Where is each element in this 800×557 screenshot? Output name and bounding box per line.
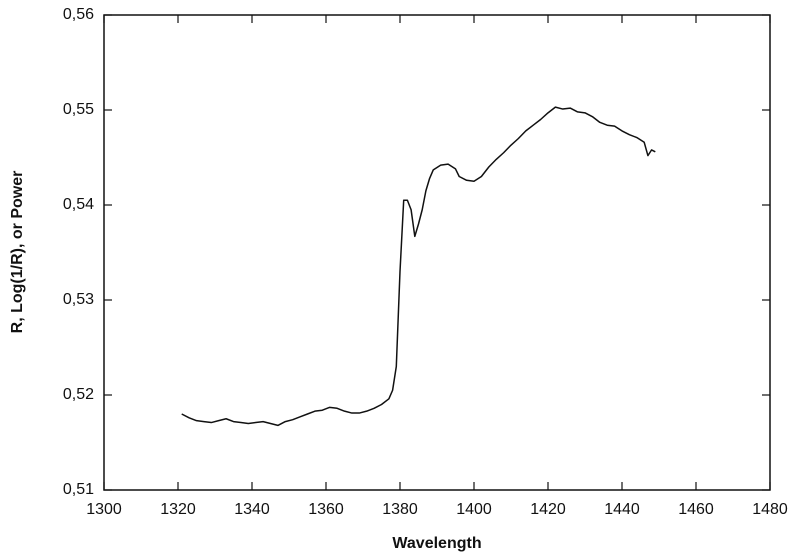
x-axis-title: Wavelength [392, 535, 481, 552]
x-tick-label: 1300 [86, 501, 122, 518]
y-tick-label: 0,56 [63, 6, 94, 23]
x-tick-label: 1340 [234, 501, 270, 518]
x-tick-label: 1480 [752, 501, 788, 518]
x-tick-label: 1320 [160, 501, 196, 518]
y-tick-label: 0,52 [63, 386, 94, 403]
y-tick-label: 0,51 [63, 481, 94, 498]
y-tick-label: 0,54 [63, 196, 94, 213]
x-tick-label: 1440 [604, 501, 640, 518]
x-tick-label: 1380 [382, 501, 418, 518]
x-tick-label: 1460 [678, 501, 714, 518]
data-line [181, 106, 656, 427]
y-tick-label: 0,53 [63, 291, 94, 308]
plot-frame [103, 14, 771, 491]
y-tick-label: 0,55 [63, 101, 94, 118]
x-tick-label: 1420 [530, 501, 566, 518]
x-tick-label: 1360 [308, 501, 344, 518]
y-axis-title: R, Log(1/R), or Power [9, 171, 26, 334]
x-tick-label: 1400 [456, 501, 492, 518]
